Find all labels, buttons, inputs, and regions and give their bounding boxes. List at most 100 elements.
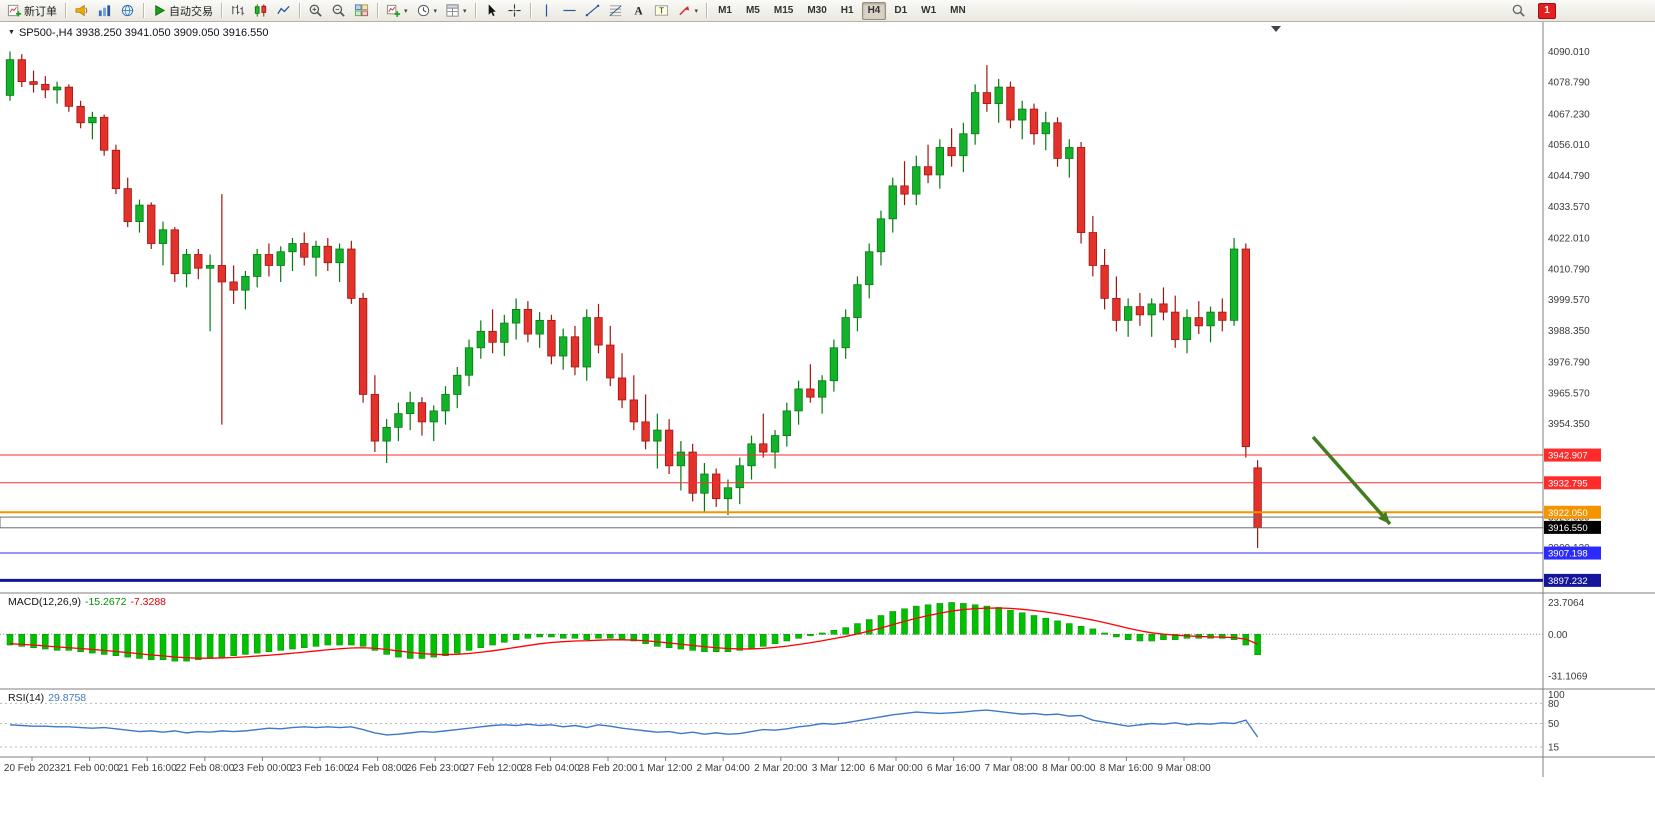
macd-main-value: -15.2672 [84,596,127,608]
indicators-button[interactable]: ▾ [382,1,412,20]
candle-body [606,344,615,379]
notification-badge[interactable]: 1 [1538,2,1556,19]
timeframe-W1[interactable]: W1 [915,2,942,20]
cursor-button[interactable] [480,1,503,20]
macd-bar [595,634,602,639]
timeframe-H4[interactable]: H4 [861,1,887,20]
price-tag-label: 3907.198 [1548,549,1588,560]
macd-bar [607,634,614,639]
macd-bar [1066,623,1073,635]
bars-button[interactable] [226,1,249,20]
range-rectangle-object[interactable] [0,516,1544,529]
new-order-button[interactable]: 新订单 [3,1,61,20]
macd-bar [465,634,473,651]
zoom-out-button[interactable] [327,1,350,20]
candle-body [1135,306,1145,316]
chevron-down-icon: ▾ [694,7,699,15]
search-button[interactable] [1507,1,1530,20]
toolbar-separator [474,3,476,18]
time-axis-label: 24 Feb 08:00 [348,763,407,774]
time-axis-label: 2 Mar 04:00 [697,763,751,774]
indicators-icon [386,3,401,18]
macd-bar [6,634,14,646]
linechart-button[interactable] [272,1,295,20]
macd-bar [877,615,885,635]
candle-body [170,229,179,275]
chevron-down-icon: ▾ [463,7,467,15]
candle-body [617,377,627,401]
chart-shift-marker[interactable] [1271,26,1281,32]
candle-body [76,105,85,124]
candle-body [1182,317,1192,340]
text-a-button[interactable]: A [627,1,650,20]
globe-icon [120,3,135,18]
candle-body [241,276,250,291]
macd-bar [1171,634,1179,640]
hline-button[interactable] [558,1,581,20]
candle-body [111,149,121,190]
price-axis-label: 4044.790 [1548,171,1590,182]
candle-body [1076,147,1086,233]
macd-bar [748,634,755,650]
fibo-button[interactable] [604,1,627,20]
price-tag [1544,573,1601,587]
tile-button[interactable] [350,1,373,20]
candles-button[interactable] [249,1,272,20]
timeframe-D1[interactable]: D1 [888,2,913,20]
timeframe-M30[interactable]: M30 [801,2,832,20]
symbol-dropdown-icon[interactable]: ▼ [8,29,15,36]
trendline-button[interactable] [581,1,604,20]
timeframe-H1[interactable]: H1 [835,2,860,20]
arrows-icon [677,3,692,18]
candle-body [794,388,803,412]
timeframe-M15[interactable]: M15 [768,2,799,20]
arrows-button[interactable]: ▾ [673,1,703,20]
clock-icon [416,3,431,18]
macd-bar [583,634,590,640]
price-axis-label: 4090.010 [1548,47,1590,58]
chevron-down-icon: ▾ [433,7,438,15]
zoom-in-button[interactable] [304,1,327,20]
macd-bar [1160,634,1167,640]
arrow-annotation-head[interactable] [1378,511,1390,524]
timeframe-M5[interactable]: M5 [740,2,766,20]
candle-body [147,204,156,244]
fibo-icon [608,3,623,18]
price-tag [1544,505,1601,519]
timeframe-MN[interactable]: MN [944,2,972,20]
play-button[interactable]: 自动交易 [148,1,217,20]
template-button[interactable]: ▾ [441,1,471,20]
timeframe-M1[interactable]: M1 [712,2,738,20]
horn-button[interactable] [70,1,93,20]
candle-body [1147,303,1156,316]
arrow-annotation[interactable] [1311,435,1392,526]
candle-body [158,229,168,244]
toolbar-right: 1 [1507,1,1556,20]
trendline-icon [585,3,600,18]
rsi-value: 29.8758 [48,692,87,704]
text-a-icon: A [631,3,646,18]
candle-body [1206,311,1215,327]
candle-body [335,248,344,264]
candle-body [370,394,380,442]
clock-button[interactable]: ▾ [412,1,442,20]
candle-body [488,330,497,343]
macd-bar [1018,612,1026,635]
candle-body [347,248,356,299]
candle-body [629,399,638,423]
crosshair-button[interactable] [503,1,526,20]
text-label-button[interactable]: T [650,1,673,20]
candle-body [982,92,992,104]
time-axis-label: 1 Mar 12:00 [639,763,693,774]
hline-icon [562,3,577,18]
globe-button[interactable] [116,1,139,20]
macd-signal-value: -7.3288 [130,596,167,608]
time-axis-label: 20 Feb 2023 [4,763,61,774]
candle-body [264,254,274,266]
macd-bar [18,634,26,647]
candle-body [535,319,544,335]
macd-bar [654,634,661,647]
depth-button[interactable] [93,1,116,20]
vline-button[interactable] [535,1,558,20]
